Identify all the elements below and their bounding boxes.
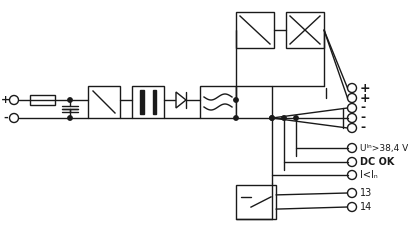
Bar [236, 185, 276, 219]
Text: -: - [4, 113, 8, 123]
Circle shape [234, 98, 238, 102]
Text: +: + [360, 81, 370, 94]
Text: -: - [360, 112, 365, 125]
Text: +: + [1, 95, 11, 105]
Circle shape [68, 116, 72, 120]
Bar [30, 95, 55, 105]
Circle shape [282, 116, 286, 120]
Bar [88, 86, 120, 118]
Circle shape [234, 116, 238, 120]
Bar [153, 90, 156, 114]
Text: I<Iₙ: I<Iₙ [360, 170, 378, 180]
Bar [236, 86, 272, 118]
Circle shape [294, 116, 298, 120]
Bar [236, 12, 274, 48]
Circle shape [270, 116, 274, 120]
Text: -: - [360, 121, 365, 134]
Bar [200, 86, 236, 118]
Text: DC OK: DC OK [360, 157, 395, 167]
Text: Uᴵⁿ>38,4 V: Uᴵⁿ>38,4 V [360, 143, 408, 153]
Circle shape [68, 98, 72, 102]
Bar [132, 86, 164, 118]
Polygon shape [176, 92, 186, 108]
Bar [286, 12, 324, 48]
Text: 13: 13 [360, 188, 372, 198]
Text: +: + [360, 92, 370, 105]
Bar [140, 90, 144, 114]
Text: 14: 14 [360, 202, 372, 212]
Circle shape [270, 116, 274, 120]
Text: -: - [360, 101, 365, 114]
